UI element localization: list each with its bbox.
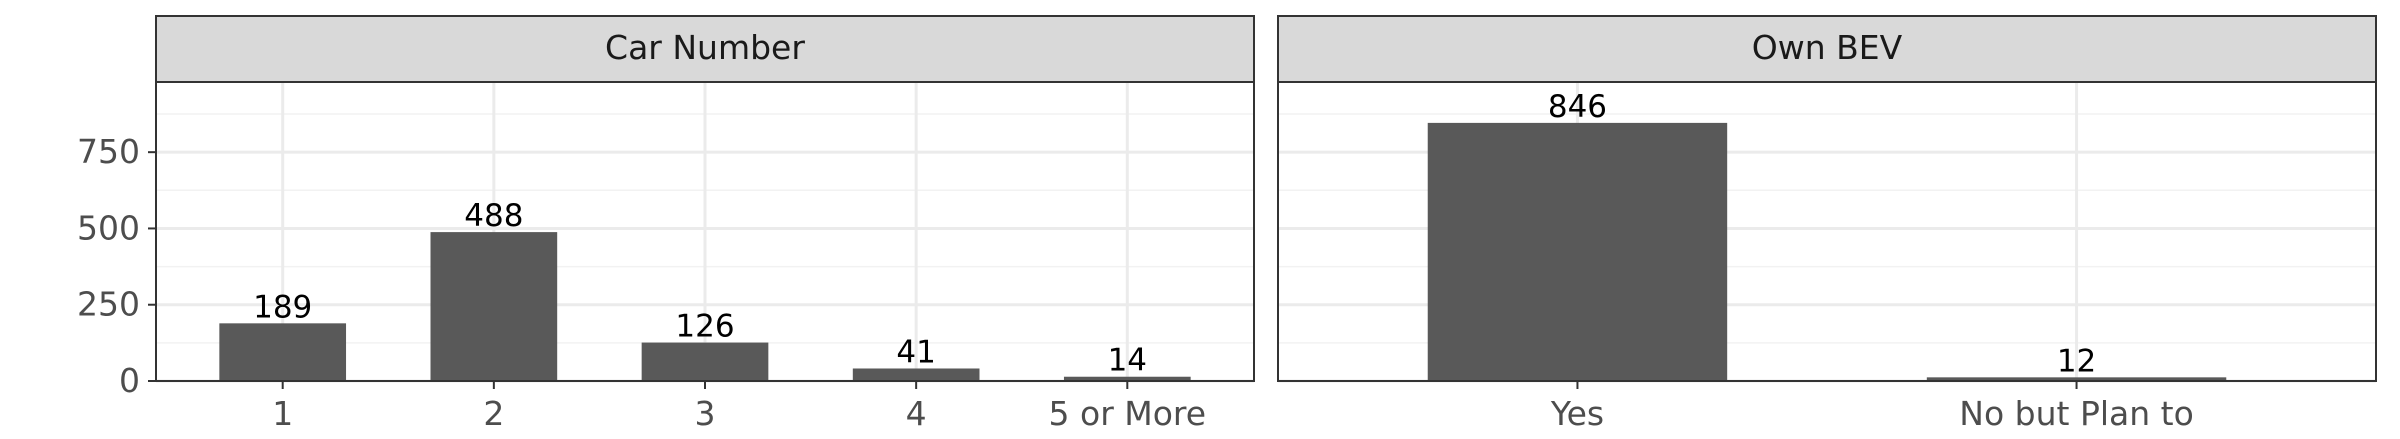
bar-5-or-more: [1063, 376, 1191, 381]
strip-title-car-number: Car Number: [605, 28, 805, 67]
panel-border-own-bev: [1277, 81, 2377, 382]
strip-background-own-bev: [1277, 15, 2377, 83]
bar-2: [430, 232, 558, 381]
bars-car-number: [219, 232, 1191, 381]
y-tick-label-0: 0: [119, 361, 140, 400]
x-tick-label-yes: Yes: [1550, 394, 1604, 433]
x-axis-car-number: 1 2 3 4 5 or More: [272, 381, 1206, 433]
x-tick-label-1: 1: [272, 394, 293, 433]
x-tick-label-no-but-plan-to: No but Plan to: [1959, 394, 2193, 433]
y-axis: 0 250 500 750: [77, 132, 156, 400]
bar-3: [641, 342, 769, 381]
panel-car-number: Car Number 189 488 126 41 14 1 2 3 4 5 or More 0…: [77, 15, 1255, 433]
bar-no-but-plan-to: [1926, 377, 2227, 381]
bar-yes: [1427, 122, 1728, 382]
x-tick-label-5-or-more: 5 or More: [1049, 394, 1207, 433]
data-labels-car-number: 189 488 126 41 14: [253, 198, 1147, 379]
data-label-5-or-more: 14: [1108, 343, 1147, 379]
y-tick-label-500: 500: [77, 208, 140, 247]
strip-background-car-number: [155, 15, 1255, 83]
data-labels-own-bev: 846 12: [1548, 89, 2096, 379]
x-axis-own-bev: Yes No but Plan to: [1550, 381, 2194, 433]
panel-own-bev: Own BEV 846 12 Yes No but Plan to: [1277, 15, 2377, 433]
x-tick-label-3: 3: [695, 394, 716, 433]
data-label-yes: 846: [1548, 89, 1607, 125]
data-label-4: 41: [896, 334, 935, 370]
x-tick-label-2: 2: [483, 394, 504, 433]
bar-1: [219, 323, 347, 381]
bar-4: [852, 368, 980, 381]
y-tick-label-750: 750: [77, 132, 140, 171]
data-label-no-but-plan-to: 12: [2057, 343, 2096, 379]
y-tick-label-250: 250: [77, 285, 140, 324]
data-label-3: 126: [675, 309, 734, 345]
strip-title-own-bev: Own BEV: [1752, 28, 1903, 67]
x-tick-label-4: 4: [906, 394, 927, 433]
data-label-2: 488: [464, 198, 523, 234]
data-label-1: 189: [253, 289, 312, 325]
bars-own-bev: [1427, 122, 2227, 382]
